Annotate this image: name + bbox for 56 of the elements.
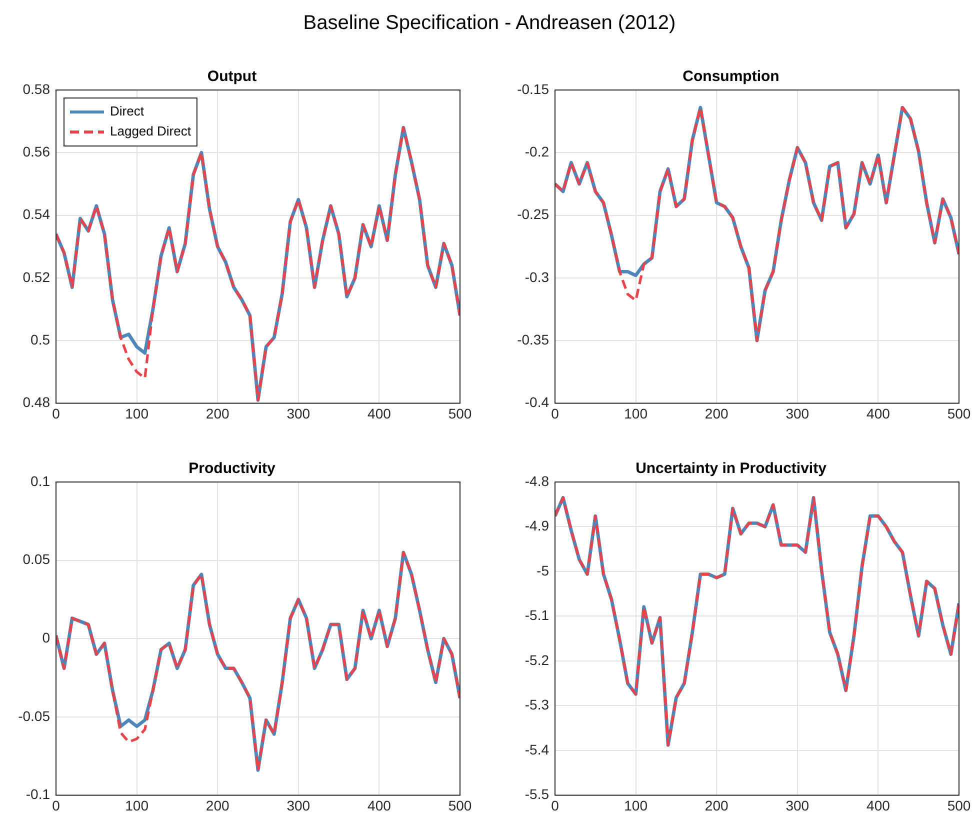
y-tick-label: -0.1 xyxy=(26,786,50,802)
y-tick-label: 0.54 xyxy=(22,206,50,222)
y-tick-label: -0.35 xyxy=(517,331,550,348)
y-tick-label: -0.25 xyxy=(517,206,550,222)
x-tick-label: 500 xyxy=(448,405,472,422)
x-tick-label: 100 xyxy=(624,405,648,422)
y-tick-label: 0.1 xyxy=(30,472,50,489)
x-tick-label: 200 xyxy=(704,405,728,422)
y-tick-label: -5.1 xyxy=(524,607,550,624)
y-tick-label: 0.48 xyxy=(22,394,50,410)
x-tick-label: 0 xyxy=(52,797,60,814)
y-tick-label: 0.56 xyxy=(22,144,50,160)
y-tick-label: -0.4 xyxy=(524,394,550,410)
y-tick-label: 0.52 xyxy=(22,268,50,285)
legend-label: Lagged Direct xyxy=(110,124,192,139)
legend-label: Direct xyxy=(110,104,144,119)
y-tick-label: -0.2 xyxy=(524,144,550,160)
x-tick-label: 200 xyxy=(206,797,230,814)
x-tick-label: 100 xyxy=(624,797,648,814)
chart-title: Productivity xyxy=(188,460,276,478)
x-tick-label: 0 xyxy=(551,405,560,422)
x-tick-label: 100 xyxy=(125,405,149,422)
x-tick-label: 400 xyxy=(368,797,392,814)
x-tick-label: 300 xyxy=(786,797,810,814)
x-tick-label: 300 xyxy=(286,797,310,814)
x-tick-label: 200 xyxy=(206,405,230,422)
x-tick-label: 300 xyxy=(286,405,310,422)
y-tick-label: -5.4 xyxy=(524,741,550,758)
chart-title: Output xyxy=(207,68,257,86)
x-tick-label: 500 xyxy=(947,405,971,422)
y-tick-label: 0 xyxy=(42,629,50,646)
x-tick-label: 400 xyxy=(866,405,890,422)
x-tick-label: 0 xyxy=(52,405,60,422)
x-tick-label: 400 xyxy=(368,405,392,422)
x-tick-label: 300 xyxy=(786,405,810,422)
y-tick-label: -4.8 xyxy=(524,472,550,489)
chart-title: Consumption xyxy=(682,68,780,86)
x-tick-label: 400 xyxy=(866,797,890,814)
x-tick-label: 500 xyxy=(947,797,971,814)
y-tick-label: -4.9 xyxy=(524,518,550,534)
y-tick-label: -0.15 xyxy=(517,80,550,97)
y-tick-label: -5.2 xyxy=(524,652,550,668)
y-tick-label: -0.05 xyxy=(18,708,50,724)
x-tick-label: 0 xyxy=(551,797,560,814)
y-tick-label: -5.5 xyxy=(524,786,550,802)
text: Baseline Specification - Andreasen (2012) xyxy=(302,12,677,35)
y-tick-label: 0.05 xyxy=(22,551,50,568)
y-tick-label: -5 xyxy=(536,562,550,578)
x-tick-label: 500 xyxy=(448,797,472,814)
y-tick-label: -0.3 xyxy=(524,268,550,285)
y-tick-label: -5.3 xyxy=(524,696,550,713)
chart-title: Uncertainty in Productivity xyxy=(636,460,828,478)
x-tick-label: 200 xyxy=(704,797,728,814)
y-tick-label: 0.58 xyxy=(22,80,50,97)
y-tick-label: 0.5 xyxy=(30,331,50,348)
x-tick-label: 100 xyxy=(125,797,149,814)
